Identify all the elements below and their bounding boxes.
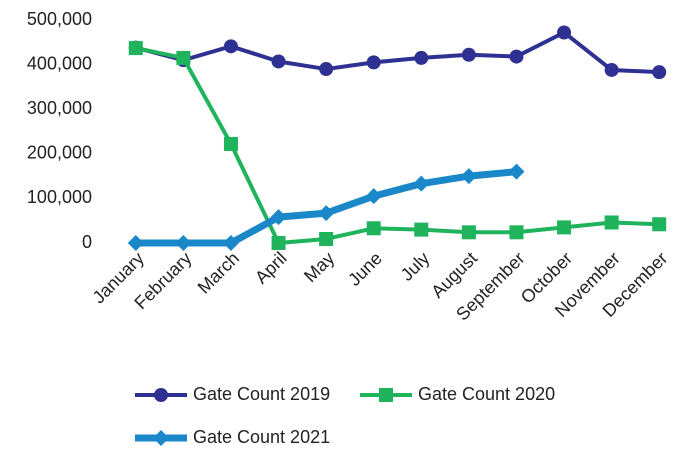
data-point [318, 205, 335, 222]
y-tick-label: 300,000 [27, 98, 92, 118]
y-tick-label: 400,000 [27, 53, 92, 73]
data-point [270, 209, 287, 226]
y-tick-label: 200,000 [27, 143, 92, 163]
data-point [414, 222, 429, 237]
data-point [175, 235, 192, 251]
legend-label: Gate Count 2021 [193, 427, 330, 447]
data-point [557, 220, 572, 235]
data-point [366, 221, 381, 236]
data-point [176, 50, 191, 65]
data-point [127, 235, 144, 251]
series-line [135, 46, 660, 245]
x-tick-label: July [397, 248, 434, 285]
data-point [366, 55, 381, 70]
data-point [222, 235, 239, 251]
data-point [509, 49, 524, 64]
legend-marker [153, 430, 169, 446]
data-point [128, 41, 143, 56]
series-line [135, 30, 660, 75]
data-point [223, 39, 238, 54]
data-point [365, 188, 382, 205]
legend-label: Gate Count 2019 [193, 384, 330, 404]
legend-label: Gate Count 2020 [418, 384, 555, 404]
legend-marker [379, 388, 393, 402]
data-point [652, 65, 667, 80]
data-point [604, 215, 619, 230]
data-point [271, 54, 286, 69]
x-tick-label: March [194, 248, 244, 298]
data-point [604, 62, 619, 77]
data-point [461, 47, 476, 62]
data-point [508, 163, 525, 180]
x-tick-label: May [300, 248, 338, 286]
y-tick-label: 500,000 [27, 9, 92, 29]
data-point [509, 225, 524, 240]
x-tick-label: June [344, 248, 386, 290]
data-point [460, 168, 477, 185]
legend-marker [154, 388, 168, 402]
data-point [414, 50, 429, 65]
y-tick-label: 100,000 [27, 187, 92, 207]
data-point [319, 231, 334, 246]
y-tick-label: 0 [82, 232, 92, 252]
data-point [557, 25, 572, 40]
x-tick-label: April [251, 248, 291, 288]
data-point [652, 217, 667, 232]
data-point [271, 236, 286, 250]
data-point [319, 62, 334, 77]
data-point [461, 225, 476, 240]
data-point [223, 136, 238, 151]
data-point [413, 175, 430, 192]
